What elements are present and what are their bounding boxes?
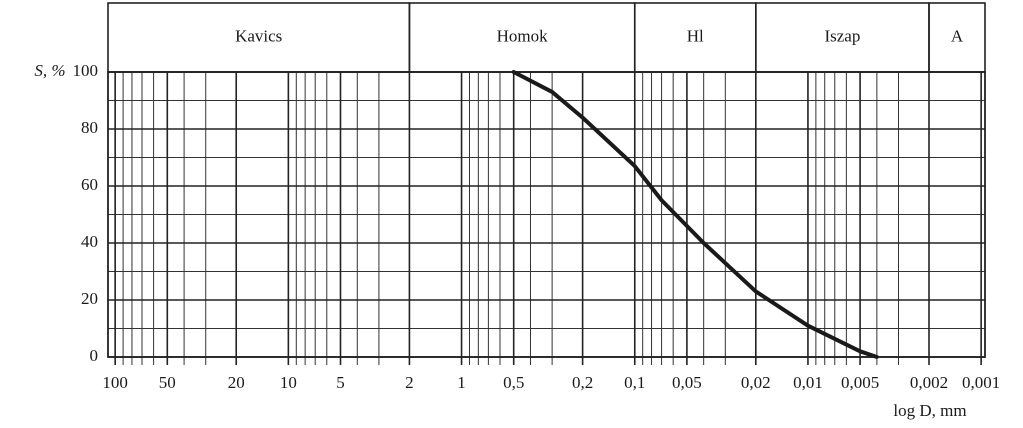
x-tick-label: 2 [405,373,414,392]
x-tick-label: 0,001 [962,373,1000,392]
x-tick-label: 0,002 [910,373,948,392]
x-tick-label: 5 [336,373,345,392]
zone-label: Hl [687,26,704,45]
zone-label: A [951,26,964,45]
x-tick-label: 10 [280,373,297,392]
x-tick-label: 20 [228,373,245,392]
y-tick-label: 0 [90,346,99,365]
x-tick-label: 0,05 [672,373,702,392]
y-tick-label: 40 [81,232,98,251]
y-tick-label: 60 [81,175,98,194]
x-tick-label: 0,1 [624,373,645,392]
x-tick-label: 0,005 [841,373,879,392]
x-tick-label: 100 [102,373,128,392]
y-tick-label: 20 [81,289,98,308]
plot-frame [107,71,986,358]
x-tick-label: 1 [457,373,466,392]
zone-label: Iszap [824,26,860,45]
y-tick-label: 80 [81,118,98,137]
x-tick-label: 0,5 [503,373,524,392]
y-axis-label: S, % [34,61,65,80]
zone-label: Kavics [235,26,282,45]
x-tick-label: 0,2 [572,373,593,392]
x-tick-label: 0,02 [741,373,771,392]
x-tick-label: 0,01 [793,373,823,392]
y-tick-label: 100 [73,61,99,80]
curve [511,70,879,359]
zone-label: Homok [497,26,549,45]
x-axis-label: log D, mm [893,401,966,420]
x-tick-label: 50 [159,373,176,392]
